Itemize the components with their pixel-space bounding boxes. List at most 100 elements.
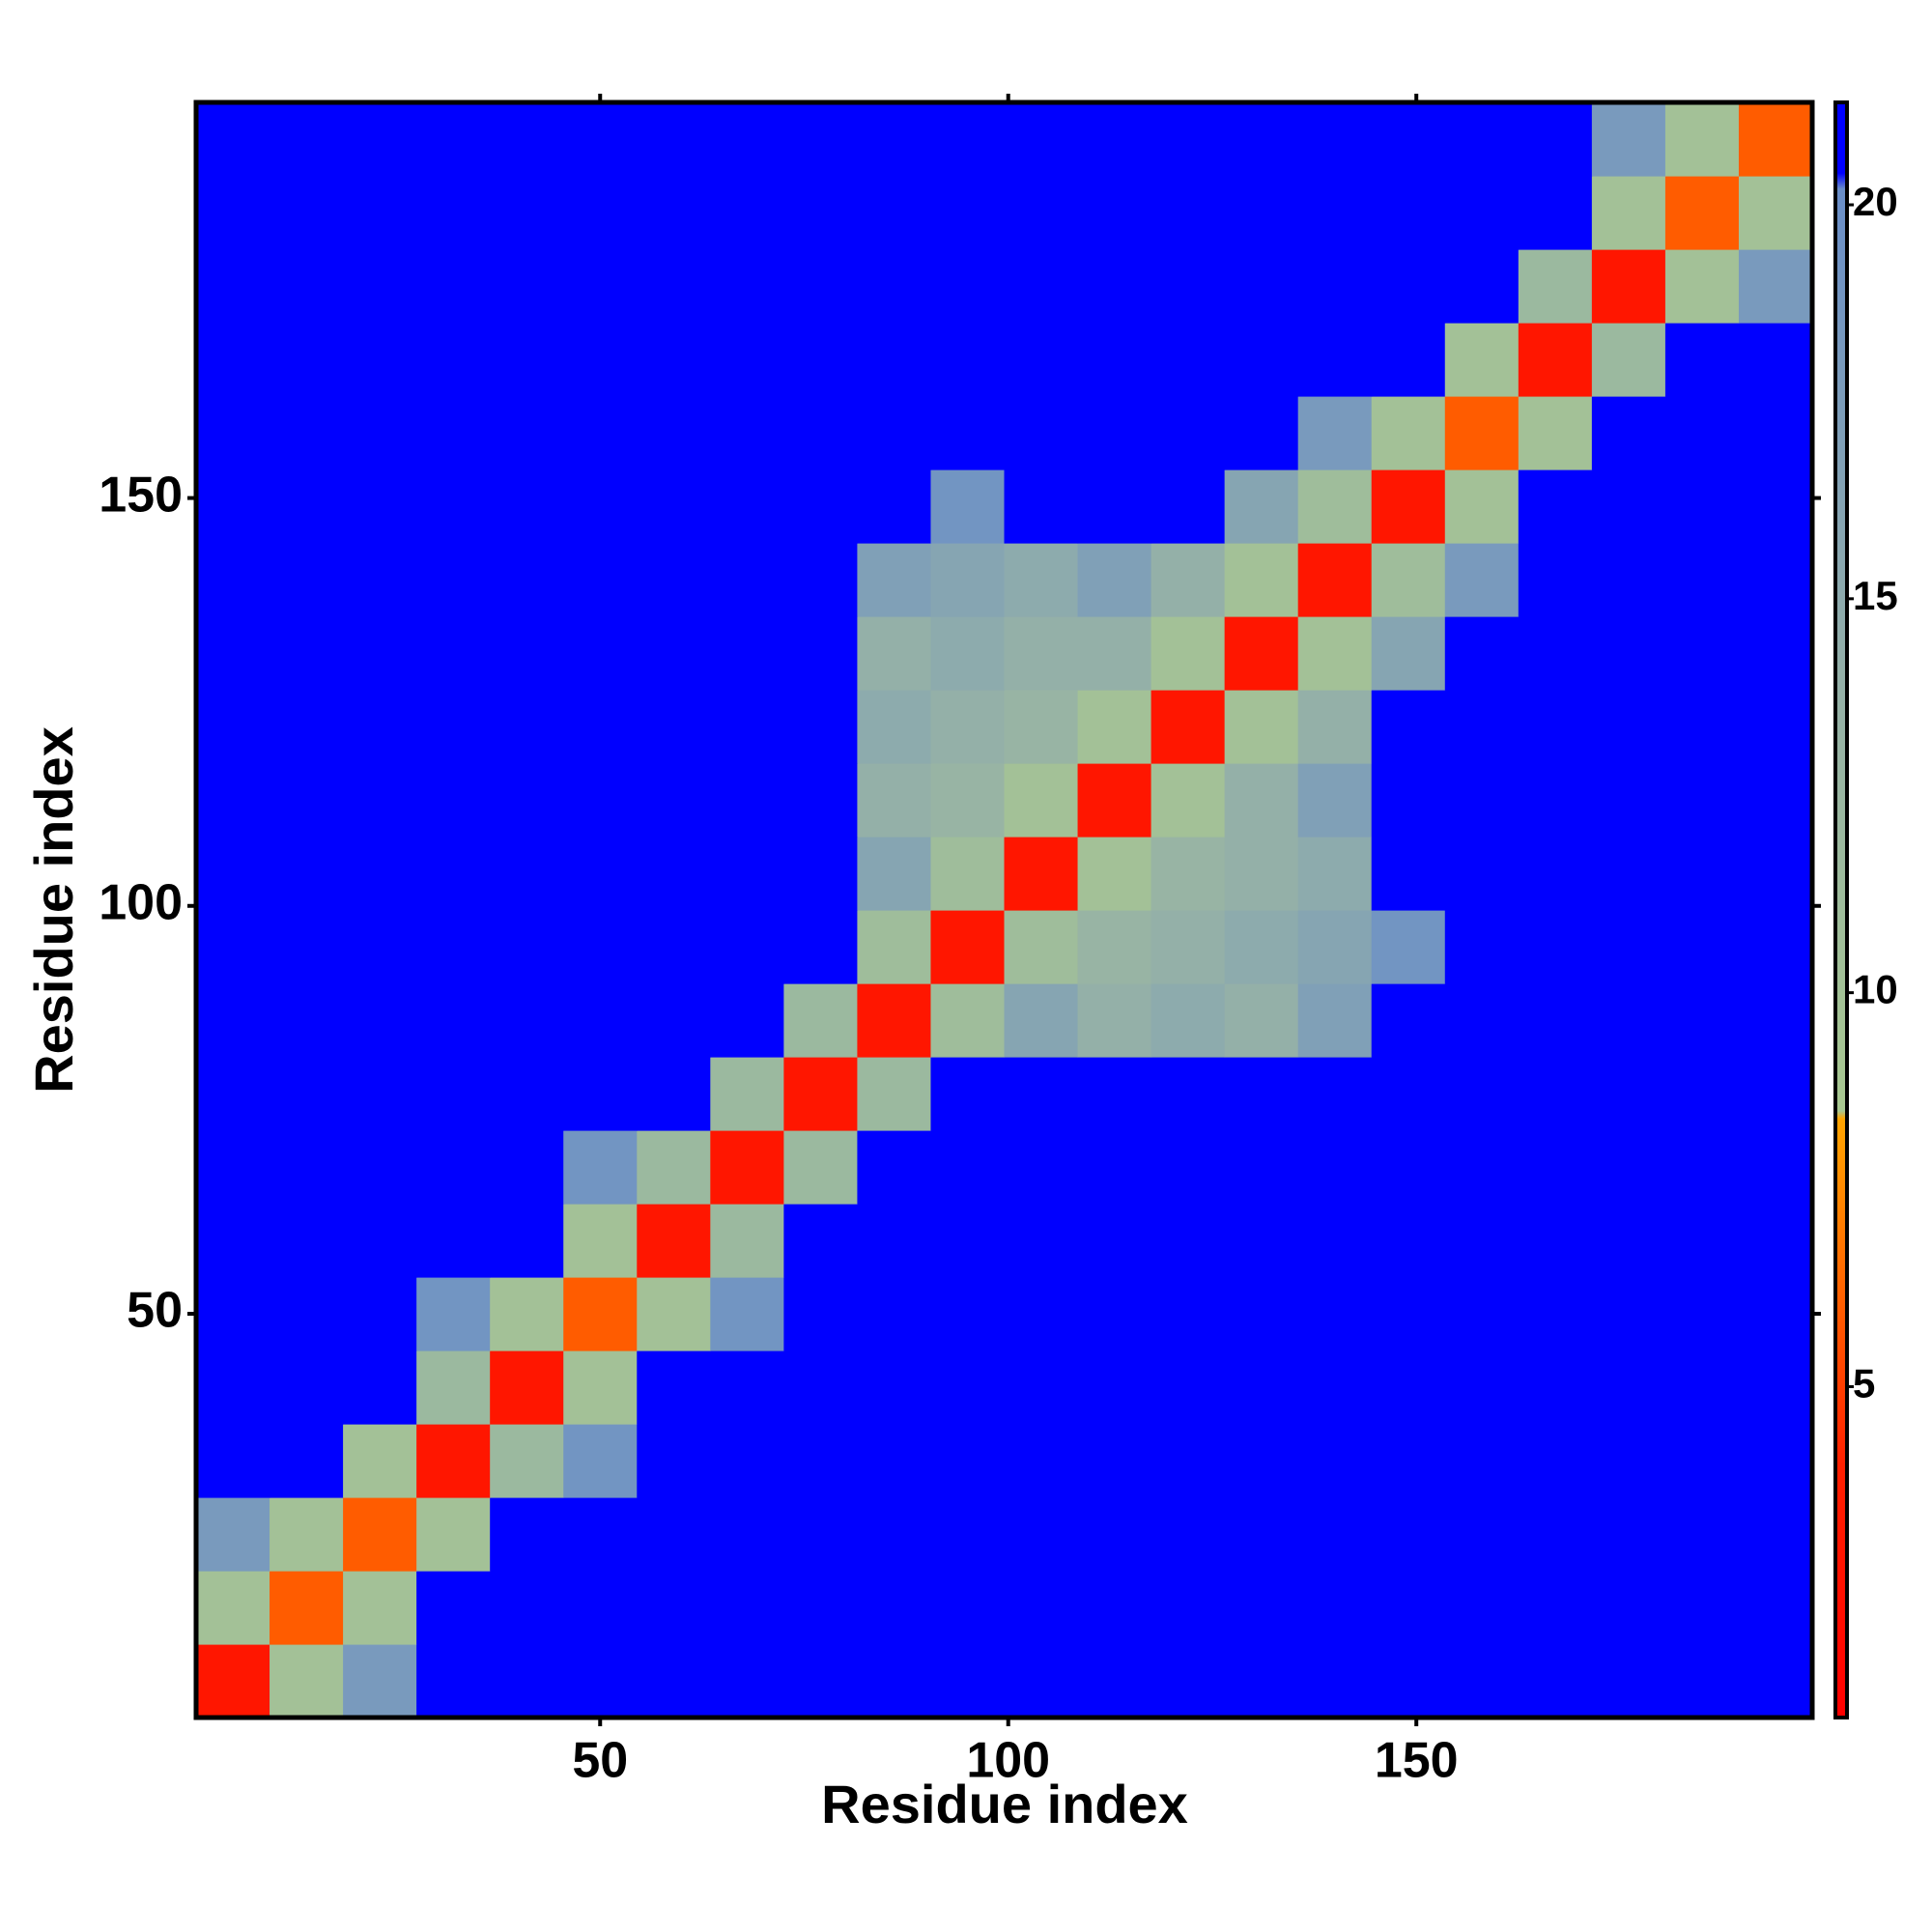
heatmap-cell: [857, 1350, 932, 1425]
heatmap-cell: [1297, 176, 1373, 250]
heatmap-cell: [1224, 1057, 1299, 1131]
heatmap-cell: [1371, 1350, 1446, 1425]
heatmap-cell: [1077, 1057, 1152, 1131]
heatmap-cell: [1004, 1204, 1079, 1278]
heatmap-cell: [1371, 983, 1446, 1058]
heatmap-cell: [1371, 616, 1446, 691]
heatmap-cell: [1224, 690, 1299, 764]
heatmap-cell: [1444, 1057, 1520, 1131]
heatmap-cell: [563, 837, 638, 911]
heatmap-cell: [637, 249, 711, 324]
heatmap-cell: [1371, 323, 1446, 397]
heatmap-cell: [783, 396, 859, 470]
heatmap-cell: [196, 616, 270, 691]
heatmap-cell: [1738, 1130, 1813, 1205]
heatmap-cell: [1224, 323, 1299, 397]
heatmap-cell: [710, 1130, 784, 1205]
heatmap-cell: [1004, 1350, 1079, 1425]
heatmap-cell: [1518, 1644, 1593, 1719]
heatmap-cell: [1077, 1497, 1152, 1572]
heatmap-cell: [710, 1424, 784, 1498]
heatmap-cell: [1738, 1644, 1813, 1719]
heatmap-cell: [1297, 102, 1373, 177]
heatmap-cell: [1297, 1497, 1373, 1572]
heatmap-cell: [343, 1644, 417, 1719]
heatmap-cell: [1297, 396, 1373, 470]
heatmap-cell: [1518, 249, 1593, 324]
heatmap-cell: [1004, 249, 1079, 324]
heatmap-cell: [416, 1277, 491, 1351]
heatmap-cell: [1518, 102, 1593, 177]
heatmap-cell: [1077, 763, 1152, 838]
heatmap-cell: [196, 1497, 270, 1572]
heatmap-cell: [637, 1057, 711, 1131]
heatmap-cell: [1004, 543, 1079, 617]
heatmap-cell: [416, 1350, 491, 1425]
heatmap-cell: [1004, 396, 1079, 470]
heatmap-cell: [710, 1350, 784, 1425]
heatmap-cell: [343, 763, 417, 838]
heatmap-cell: [1591, 1204, 1666, 1278]
heatmap-cell: [1444, 176, 1520, 250]
heatmap-cell: [1371, 837, 1446, 911]
heatmap-cell: [1224, 543, 1299, 617]
heatmap-cell: [930, 176, 1006, 250]
heatmap-cell: [710, 763, 784, 838]
heatmap-cell: [196, 1057, 270, 1131]
y-axis-title: Residue index: [23, 726, 84, 1094]
heatmap-cell: [783, 1644, 859, 1719]
heatmap-cell: [637, 837, 711, 911]
heatmap-cell: [1444, 1277, 1520, 1351]
heatmap-cell: [490, 1571, 564, 1645]
heatmap-cell: [196, 763, 270, 838]
heatmap-cell: [563, 1350, 638, 1425]
heatmap-cell: [490, 910, 564, 984]
heatmap-cell: [783, 1130, 859, 1205]
heatmap-cell: [1591, 616, 1666, 691]
heatmap-cell: [1224, 1350, 1299, 1425]
heatmap-cell: [343, 910, 417, 984]
heatmap-cell: [1224, 1424, 1299, 1498]
heatmap-cell: [1004, 176, 1079, 250]
heatmap-cell: [490, 1644, 564, 1719]
heatmap-cell: [343, 1424, 417, 1498]
heatmap-cell: [490, 1277, 564, 1351]
heatmap-cell: [1518, 1497, 1593, 1572]
heatmap-cell: [343, 543, 417, 617]
heatmap-cell: [416, 1130, 491, 1205]
heatmap-cell: [710, 1277, 784, 1351]
heatmap-cell: [783, 1424, 859, 1498]
heatmap-cell: [637, 1424, 711, 1498]
heatmap-cell: [1151, 910, 1226, 984]
y-tick-label: 150: [99, 467, 183, 523]
heatmap-cell: [1444, 323, 1520, 397]
heatmap-cell: [1004, 763, 1079, 838]
colorbar-tick-label: 20: [1853, 179, 1898, 224]
heatmap-cell: [1444, 616, 1520, 691]
heatmap-cell: [270, 1277, 344, 1351]
heatmap-cell: [196, 837, 270, 911]
heatmap-cell: [1297, 983, 1373, 1058]
heatmap-cell: [563, 396, 638, 470]
heatmap-cell: [783, 176, 859, 250]
heatmap-cell: [196, 102, 270, 177]
heatmap-cell: [563, 690, 638, 764]
heatmap-cell: [270, 469, 344, 544]
heatmap-cell: [270, 1571, 344, 1645]
heatmap-cell: [1518, 543, 1593, 617]
heatmap-cell: [1591, 1571, 1666, 1645]
heatmap-cell: [1738, 690, 1813, 764]
heatmap-cell: [416, 983, 491, 1058]
heatmap-cell: [270, 837, 344, 911]
heatmap-cell: [783, 837, 859, 911]
heatmap-cell: [343, 1571, 417, 1645]
heatmap-cell: [1738, 396, 1813, 470]
heatmap-cell: [1151, 983, 1226, 1058]
heatmap-cell: [1371, 1497, 1446, 1572]
heatmap-cell: [1738, 249, 1813, 324]
heatmap-cell: [1444, 543, 1520, 617]
heatmap-cell: [637, 323, 711, 397]
heatmap-cell: [563, 1424, 638, 1498]
heatmap-cell: [710, 323, 784, 397]
heatmap-cell: [196, 249, 270, 324]
